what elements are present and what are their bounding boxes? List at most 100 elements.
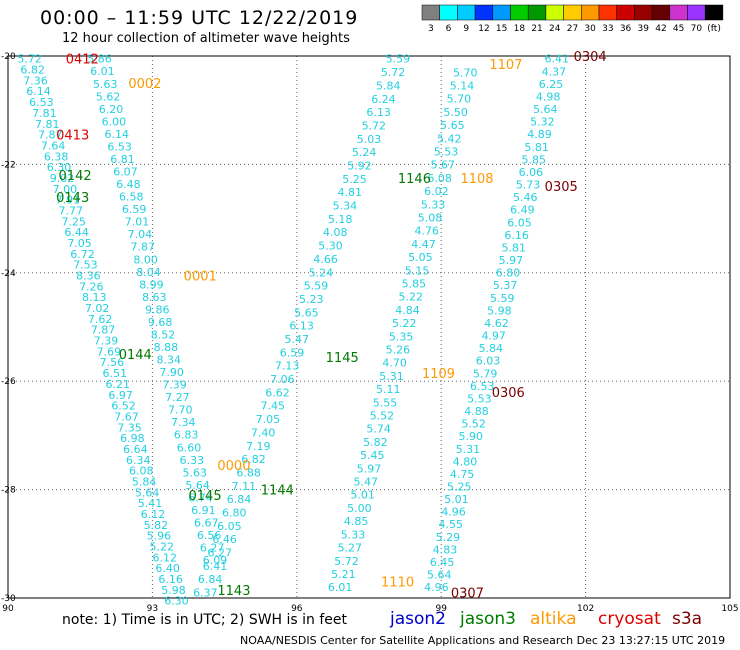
- colorbar-label: 27: [567, 24, 578, 34]
- pass-label: 0143: [56, 191, 89, 206]
- footer-credit: NOAA/NESDIS Center for Satellite Applica…: [240, 634, 726, 647]
- wave-height-value: 6.82: [241, 453, 266, 466]
- wave-height-value: 6.91: [191, 504, 216, 517]
- plot-border: [7, 55, 731, 599]
- pass-label: 0307: [451, 587, 484, 602]
- wave-height-value: 5.22: [392, 317, 417, 330]
- colorbar-swatch: [474, 4, 494, 21]
- pass-label: 0413: [56, 129, 89, 144]
- wave-height-value: 6.27: [200, 542, 225, 555]
- wave-height-value: 7.67: [114, 410, 139, 423]
- wave-height-value: 4.84: [395, 304, 420, 317]
- wave-height-value: 7.02: [85, 302, 110, 315]
- wave-height-value: 6.84: [198, 573, 223, 586]
- wave-height-value: 5.25: [447, 481, 472, 494]
- wave-height-value: 7.81: [35, 118, 60, 131]
- wave-height-value: 5.32: [530, 116, 555, 129]
- wave-height-value: 8.88: [154, 341, 179, 354]
- wave-height-value: 6.13: [289, 320, 314, 333]
- wave-height-value: 7.40: [251, 426, 276, 439]
- wave-height-value: 8.99: [139, 278, 164, 291]
- x-tick-label: 93: [147, 604, 158, 614]
- wave-height-value: 5.59: [490, 292, 515, 305]
- wave-height-value: 6.72: [70, 248, 95, 261]
- wave-height-value: 5.01: [350, 489, 375, 502]
- wave-height-value: 5.22: [150, 541, 175, 554]
- wave-height-value: 5.33: [421, 198, 446, 211]
- wave-height-value: 7.70: [168, 404, 193, 417]
- colorbar-swatch: [687, 4, 706, 21]
- colorbar-swatch: [563, 4, 582, 21]
- wave-height-value: 7.36: [23, 74, 48, 87]
- wave-height-value: 6.62: [265, 386, 290, 399]
- wave-height-value: 6.33: [180, 454, 205, 467]
- x-tick-label: 96: [291, 604, 303, 614]
- colorbar: 3 6 9 12 15 18 21 24 27 30 33 36 39 42 45 70 (ft): [421, 4, 724, 34]
- pass-label: 0002: [128, 77, 161, 92]
- pass-label: 1107: [489, 58, 522, 73]
- wave-height-value: 6.97: [108, 389, 133, 402]
- wave-height-value: 6.08: [427, 172, 452, 185]
- wave-height-value: 7.56: [100, 356, 125, 369]
- colorbar-label: 33: [602, 24, 613, 34]
- wave-height-value: 6.21: [105, 378, 130, 391]
- wave-height-value: 7.13: [275, 360, 300, 373]
- wave-height-value: 5.03: [357, 133, 382, 146]
- wave-height-value: 5.50: [443, 106, 468, 119]
- wave-height-value: 6.41: [203, 560, 228, 573]
- wave-height-value: 6.12: [152, 551, 177, 564]
- data-points: 5.726.827.366.146.537.817.817.877.646.38…: [17, 53, 569, 608]
- wave-height-value: 6.56: [197, 529, 222, 542]
- wave-height-value: 5.05: [408, 251, 433, 264]
- wave-height-value: 7.64: [41, 139, 66, 152]
- wave-height-value: 5.63: [93, 78, 118, 91]
- wave-height-value: 5.35: [389, 330, 414, 343]
- wave-height-value: 5.67: [431, 159, 456, 172]
- wave-height-value: 7.05: [67, 237, 92, 250]
- wave-height-value: 5.81: [524, 141, 549, 154]
- wave-height-value: 7.91: [56, 194, 81, 207]
- wave-height-value: 6.84: [227, 493, 252, 506]
- note-text: note: 1) Time is in UTC; 2) SWH is in fe…: [62, 612, 348, 628]
- pass-label: 0306: [492, 386, 525, 401]
- wave-height-value: 7.11: [232, 480, 257, 493]
- wave-height-value: 6.83: [174, 429, 199, 442]
- pass-label: 1145: [326, 351, 359, 366]
- wave-height-value: 5.46: [513, 191, 538, 204]
- y-tick-label: -24: [1, 269, 16, 279]
- colorbar-label: 3: [428, 24, 434, 34]
- wave-height-value: 7.04: [128, 228, 153, 241]
- wave-height-value: 4.37: [542, 65, 567, 78]
- pass-label: 0412: [66, 53, 99, 68]
- wave-height-value: 6.13: [366, 106, 391, 119]
- wave-height-value: 4.47: [411, 238, 436, 251]
- wave-height-value: 8.36: [76, 270, 101, 283]
- wave-height-value: 6.20: [99, 103, 124, 116]
- wave-height-value: 6.05: [217, 520, 242, 533]
- wave-height-value: 5.11: [376, 383, 401, 396]
- wave-height-value: 8.63: [142, 291, 167, 304]
- wave-height-value: 6.30: [164, 595, 189, 608]
- colorbar-label: 15: [496, 24, 507, 34]
- wave-height-value: 6.58: [119, 191, 144, 204]
- wave-height-value: 6.25: [539, 78, 564, 91]
- wave-height-value: 6.06: [519, 166, 544, 179]
- wave-height-value: 4.89: [527, 128, 552, 141]
- axis-ticks: 90 93 96 99 102 105 -20 -22 -24 -26 -28 -30: [1, 52, 739, 614]
- colorbar-label: 70: [691, 24, 703, 34]
- wave-height-value: 6.02: [424, 185, 449, 198]
- colorbar-swatch: [421, 4, 440, 21]
- wave-height-value: 5.64: [427, 569, 452, 582]
- colorbar-label: 45: [673, 24, 684, 34]
- x-tick-label: 99: [435, 604, 447, 614]
- wave-height-value: 5.59: [386, 53, 411, 66]
- wave-height-value: 5.97: [357, 462, 382, 475]
- wave-height-value: 4.08: [323, 226, 348, 239]
- pass-label: 1144: [261, 484, 294, 499]
- wave-height-value: 5.72: [334, 555, 359, 568]
- colorbar-swatch: [598, 4, 617, 21]
- wave-height-value: 8.34: [157, 354, 182, 367]
- pass-label: 0001: [184, 270, 217, 285]
- pass-label: 1109: [422, 367, 455, 382]
